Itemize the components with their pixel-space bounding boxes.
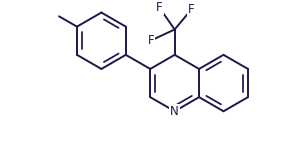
Text: F: F	[147, 34, 154, 47]
Text: F: F	[156, 1, 163, 14]
Text: N: N	[170, 105, 179, 118]
Text: F: F	[188, 3, 195, 16]
